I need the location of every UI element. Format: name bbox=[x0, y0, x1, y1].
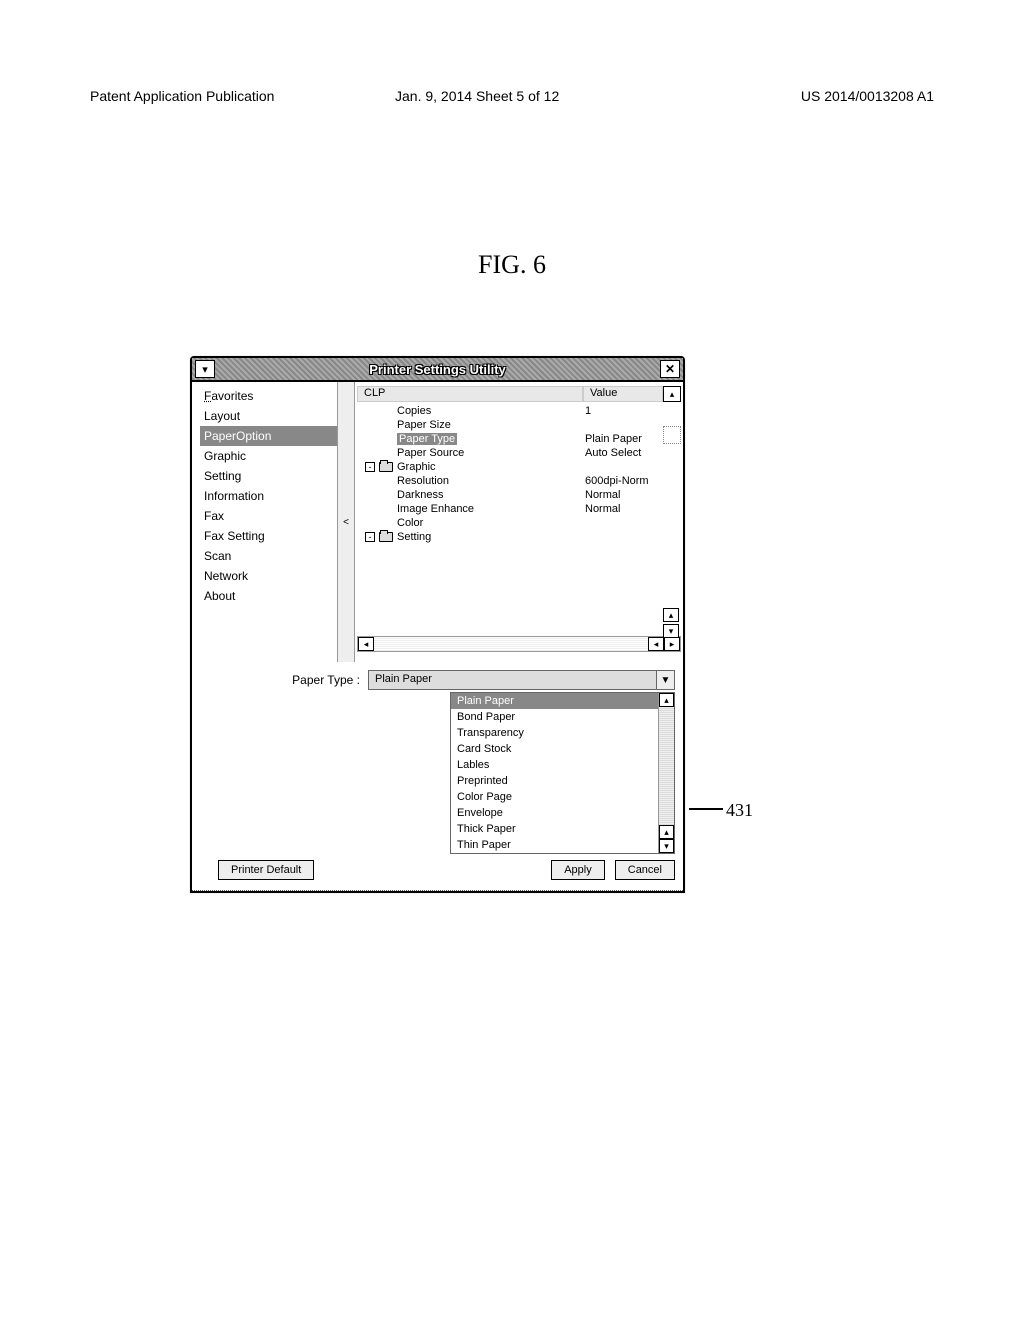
splitter[interactable]: < bbox=[337, 382, 355, 662]
tree-row[interactable]: DarknessNormal bbox=[357, 488, 681, 502]
tree-item-value bbox=[585, 461, 681, 473]
figure-label: FIG. 6 bbox=[478, 250, 546, 280]
dropdown-option[interactable]: Color Page bbox=[451, 789, 674, 805]
scroll-up-button[interactable]: ▴ bbox=[659, 693, 674, 707]
paper-type-label: Paper Type : bbox=[200, 673, 368, 687]
dropdown-option[interactable]: Transparency bbox=[451, 725, 674, 741]
tree-row[interactable]: Paper SourceAuto Select bbox=[357, 446, 681, 460]
tree-item-label: Paper Size bbox=[357, 419, 585, 431]
dropdown-option[interactable]: Plain Paper bbox=[451, 693, 674, 709]
folder-icon bbox=[379, 462, 393, 472]
dropdown-option[interactable]: Card Stock bbox=[451, 741, 674, 757]
tree-row[interactable]: Image EnhanceNormal bbox=[357, 502, 681, 516]
tree-node-label: Graphic bbox=[397, 461, 436, 473]
tree-item-value: Normal bbox=[585, 489, 681, 501]
printer-default-button[interactable]: Printer Default bbox=[218, 860, 314, 880]
sidebar-item-setting[interactable]: Setting bbox=[200, 466, 337, 486]
tree-item-label: Image Enhance bbox=[357, 503, 585, 515]
close-button[interactable]: ✕ bbox=[660, 360, 680, 378]
sidebar-item-fax[interactable]: Fax bbox=[200, 506, 337, 526]
tree-item-value bbox=[585, 419, 681, 431]
sidebar-item-fax-setting[interactable]: Fax Setting bbox=[200, 526, 337, 546]
header-right: US 2014/0013208 A1 bbox=[801, 88, 934, 104]
scroll-up-small-button[interactable]: ▴ bbox=[659, 825, 674, 839]
tree-row[interactable]: Copies1 bbox=[357, 404, 681, 418]
sidebar-item-information[interactable]: Information bbox=[200, 486, 337, 506]
printer-settings-window: ▾ Printer Settings Utility ✕ FavoritesLa… bbox=[190, 356, 685, 893]
header-center: Jan. 9, 2014 Sheet 5 of 12 bbox=[395, 88, 559, 104]
tree-item-value: 1 bbox=[585, 405, 681, 417]
tree-row[interactable]: - Setting bbox=[357, 530, 681, 544]
tree-row[interactable]: - Graphic bbox=[357, 460, 681, 474]
callout-431: 431 bbox=[726, 800, 753, 821]
sidebar-item-graphic[interactable]: Graphic bbox=[200, 446, 337, 466]
tree-header-value[interactable]: Value bbox=[583, 386, 663, 402]
sidebar-item-paperoption[interactable]: PaperOption bbox=[200, 426, 337, 446]
tree-item-value: Normal bbox=[585, 503, 681, 515]
tree-item-label: Paper Source bbox=[357, 447, 585, 459]
titlebar-menu-button[interactable]: ▾ bbox=[195, 360, 215, 378]
dropdown-option[interactable]: Preprinted bbox=[451, 773, 674, 789]
dropdown-option[interactable]: Envelope bbox=[451, 805, 674, 821]
scroll-track[interactable] bbox=[374, 637, 648, 651]
tree-item-label: Color bbox=[357, 517, 585, 529]
sidebar-item-about[interactable]: About bbox=[200, 586, 337, 606]
window-title: Printer Settings Utility bbox=[218, 362, 657, 377]
sidebar-item-favorites[interactable]: Favorites bbox=[200, 386, 337, 406]
scroll-up-button[interactable]: ▴ bbox=[663, 608, 679, 622]
cancel-button[interactable]: Cancel bbox=[615, 860, 675, 880]
sidebar-item-layout[interactable]: Layout bbox=[200, 406, 337, 426]
chevron-down-icon[interactable]: ▼ bbox=[656, 671, 674, 689]
tree-item-value bbox=[585, 517, 681, 529]
tree-row[interactable]: Color bbox=[357, 516, 681, 530]
tree-item-value bbox=[585, 531, 681, 543]
sidebar: FavoritesLayoutPaperOptionGraphicSetting… bbox=[192, 382, 337, 662]
tree-node-label: Setting bbox=[397, 531, 431, 543]
tree-item-value: Auto Select bbox=[585, 447, 681, 459]
settings-tree: CLP Value ▴ Copies1Paper SizePaper TypeP… bbox=[355, 382, 683, 662]
tree-header-name[interactable]: CLP bbox=[357, 386, 583, 402]
tree-item-value: 600dpi-Norm bbox=[585, 475, 681, 487]
combo-selected-text: Plain Paper bbox=[369, 671, 656, 689]
chevron-left-icon: < bbox=[343, 515, 349, 530]
scroll-down-button[interactable]: ▾ bbox=[663, 624, 679, 638]
header-left: Patent Application Publication bbox=[90, 88, 274, 104]
apply-button[interactable]: Apply bbox=[551, 860, 605, 880]
paper-type-combobox[interactable]: Plain Paper ▼ bbox=[368, 670, 675, 690]
scroll-up-button[interactable]: ▴ bbox=[663, 386, 681, 402]
tree-item-value: Plain Paper bbox=[585, 433, 681, 445]
dropdown-option[interactable]: Thick Paper bbox=[451, 821, 674, 837]
scroll-down-button[interactable]: ▾ bbox=[659, 839, 674, 853]
tree-row[interactable]: Paper Type Plain Paper bbox=[357, 432, 681, 446]
paper-type-dropdown: Plain PaperBond PaperTransparencyCard St… bbox=[450, 692, 675, 854]
scroll-left-small-button[interactable]: ◂ bbox=[648, 637, 664, 651]
sidebar-item-scan[interactable]: Scan bbox=[200, 546, 337, 566]
callout-line bbox=[689, 808, 723, 810]
collapse-toggle[interactable]: - bbox=[365, 532, 375, 542]
dropdown-option[interactable]: Thin Paper bbox=[451, 837, 674, 853]
dropdown-scrollbar[interactable]: ▴ ▴ ▾ bbox=[658, 693, 674, 853]
tree-item-label: Darkness bbox=[357, 489, 585, 501]
dropdown-option[interactable]: Lables bbox=[451, 757, 674, 773]
tree-hscrollbar[interactable]: ◂ ◂ ▸ bbox=[357, 636, 681, 652]
scroll-left-button[interactable]: ◂ bbox=[358, 637, 374, 651]
tree-item-label: Paper Type bbox=[397, 433, 457, 445]
tree-item-label: Copies bbox=[357, 405, 585, 417]
folder-icon bbox=[379, 532, 393, 542]
tree-row[interactable]: Resolution600dpi-Norm bbox=[357, 474, 681, 488]
sidebar-item-network[interactable]: Network bbox=[200, 566, 337, 586]
tree-row[interactable]: Paper Size bbox=[357, 418, 681, 432]
titlebar: ▾ Printer Settings Utility ✕ bbox=[192, 358, 683, 382]
collapse-toggle[interactable]: - bbox=[365, 462, 375, 472]
dropdown-option[interactable]: Bond Paper bbox=[451, 709, 674, 725]
tree-item-label: Resolution bbox=[357, 475, 585, 487]
